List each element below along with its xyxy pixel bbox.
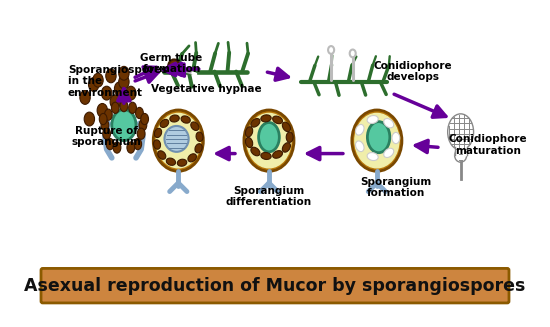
Ellipse shape xyxy=(119,66,129,80)
Text: Sporangium
formation: Sporangium formation xyxy=(360,177,432,198)
Ellipse shape xyxy=(196,132,203,142)
Text: Sporangium
differentiation: Sporangium differentiation xyxy=(226,185,312,207)
Ellipse shape xyxy=(355,113,399,168)
Text: Conidiophore
maturation: Conidiophore maturation xyxy=(449,134,527,156)
Ellipse shape xyxy=(141,113,149,125)
Ellipse shape xyxy=(350,49,356,57)
Ellipse shape xyxy=(181,116,190,123)
Ellipse shape xyxy=(112,102,119,113)
Ellipse shape xyxy=(367,153,378,161)
Ellipse shape xyxy=(261,115,271,122)
Ellipse shape xyxy=(153,140,161,149)
Ellipse shape xyxy=(153,110,204,171)
Ellipse shape xyxy=(251,147,260,156)
Ellipse shape xyxy=(112,110,136,141)
Ellipse shape xyxy=(93,73,103,87)
Ellipse shape xyxy=(273,116,283,124)
Ellipse shape xyxy=(352,110,402,171)
Ellipse shape xyxy=(120,100,128,112)
Text: Asexual reproduction of Mucor by sporangiospores: Asexual reproduction of Mucor by sporang… xyxy=(24,277,526,295)
Text: Conidiophore
develops: Conidiophore develops xyxy=(374,61,453,82)
Ellipse shape xyxy=(384,119,394,128)
Ellipse shape xyxy=(139,119,147,131)
Ellipse shape xyxy=(106,69,116,83)
Ellipse shape xyxy=(247,113,291,168)
Text: Rupture of
sporangium: Rupture of sporangium xyxy=(72,126,141,147)
Ellipse shape xyxy=(155,128,162,138)
Ellipse shape xyxy=(282,122,290,132)
Ellipse shape xyxy=(251,118,260,127)
Ellipse shape xyxy=(138,128,145,139)
Ellipse shape xyxy=(101,119,109,131)
Ellipse shape xyxy=(113,142,121,153)
Ellipse shape xyxy=(135,107,144,119)
Ellipse shape xyxy=(282,143,290,152)
Ellipse shape xyxy=(455,148,467,162)
Ellipse shape xyxy=(448,114,474,150)
Ellipse shape xyxy=(168,60,180,75)
Ellipse shape xyxy=(106,138,114,150)
Ellipse shape xyxy=(244,110,294,171)
Ellipse shape xyxy=(188,154,196,162)
Ellipse shape xyxy=(84,112,95,126)
Ellipse shape xyxy=(384,148,394,158)
Ellipse shape xyxy=(110,95,120,109)
Ellipse shape xyxy=(392,132,400,144)
Ellipse shape xyxy=(367,115,378,124)
Ellipse shape xyxy=(89,77,99,92)
Ellipse shape xyxy=(355,125,364,135)
Ellipse shape xyxy=(355,141,364,152)
Ellipse shape xyxy=(97,103,107,117)
Ellipse shape xyxy=(367,122,390,153)
Ellipse shape xyxy=(160,119,169,128)
Ellipse shape xyxy=(245,137,252,147)
Ellipse shape xyxy=(134,138,141,150)
Ellipse shape xyxy=(119,75,129,89)
Ellipse shape xyxy=(156,113,200,168)
Ellipse shape xyxy=(170,115,179,122)
FancyBboxPatch shape xyxy=(41,268,509,303)
Ellipse shape xyxy=(261,152,271,160)
Ellipse shape xyxy=(166,158,175,165)
Ellipse shape xyxy=(127,142,135,153)
Ellipse shape xyxy=(129,102,136,113)
Ellipse shape xyxy=(158,151,166,159)
Ellipse shape xyxy=(80,91,90,104)
Ellipse shape xyxy=(125,86,136,100)
Ellipse shape xyxy=(328,46,334,54)
Text: Germ tube
formation: Germ tube formation xyxy=(140,53,202,74)
Ellipse shape xyxy=(100,113,107,125)
Ellipse shape xyxy=(101,86,112,100)
Ellipse shape xyxy=(164,126,189,152)
Ellipse shape xyxy=(104,109,112,120)
Ellipse shape xyxy=(177,159,187,166)
Ellipse shape xyxy=(273,151,283,158)
Text: Sporangiospores
in the
environment: Sporangiospores in the environment xyxy=(68,65,167,98)
Ellipse shape xyxy=(245,127,252,137)
Ellipse shape xyxy=(286,132,293,142)
Ellipse shape xyxy=(103,128,111,139)
Ellipse shape xyxy=(258,123,279,152)
Ellipse shape xyxy=(114,82,125,96)
Ellipse shape xyxy=(195,144,202,153)
Ellipse shape xyxy=(191,122,199,130)
Text: Vegetative hyphae: Vegetative hyphae xyxy=(151,84,261,95)
